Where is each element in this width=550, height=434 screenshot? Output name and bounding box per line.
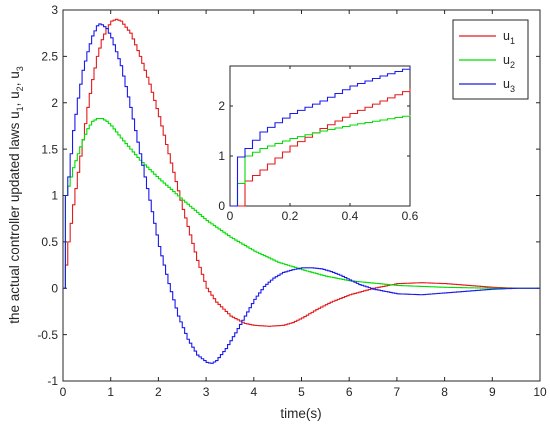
x-tick-label: 4 (250, 385, 257, 399)
inset-plot-frame (229, 65, 411, 207)
y-tick-label: 2 (218, 99, 225, 113)
inset-series-line-3 (230, 67, 411, 207)
x-tick-label: 2 (155, 385, 162, 399)
y-tick-label: 2.5 (41, 50, 58, 64)
x-axis: 0 1 2 3 4 5 6 7 8 9 10 (60, 10, 547, 399)
x-tick-label: 0 (60, 385, 67, 399)
x-tick-label: 5 (298, 385, 305, 399)
x-tick-label: 6 (346, 385, 353, 399)
y-tick-label: 1 (51, 189, 58, 203)
y-axis-label: the actual controller updated laws u1, u… (7, 66, 25, 323)
legend-label-u3: u3 (503, 77, 515, 94)
x-tick-label: 3 (203, 385, 210, 399)
inset-plot-area: 0 0.2 0.4 0.6 0 1 2 (218, 65, 419, 223)
y-tick-label: 0 (218, 199, 225, 213)
x-tick-label: 0.2 (282, 209, 299, 223)
legend-label-u2: u2 (503, 53, 515, 70)
y-tick-label: 0 (51, 281, 58, 295)
inset-x-axis: 0 0.2 0.4 0.6 (227, 66, 419, 223)
x-tick-label: 1 (107, 385, 114, 399)
y-tick-label: -1 (47, 374, 58, 388)
legend-label-u1: u1 (503, 29, 515, 46)
inset-series-line-2 (230, 115, 411, 207)
y-tick-label: 1 (218, 149, 225, 163)
y-tick-label: 2 (51, 96, 58, 110)
x-tick-label: 10 (533, 385, 547, 399)
series-line-u1 (63, 18, 540, 327)
inset-series-line-1 (230, 88, 411, 207)
x-tick-label: 8 (441, 385, 448, 399)
legend: u1 u2 u3 (452, 19, 529, 100)
series-line-u3 (63, 23, 540, 364)
x-tick-label: 9 (489, 385, 496, 399)
y-tick-label: 3 (51, 3, 58, 17)
x-tick-label: 0.6 (402, 209, 419, 223)
y-tick-label: 0.5 (41, 235, 58, 249)
x-tick-label: 7 (394, 385, 401, 399)
series-group (63, 18, 540, 364)
y-axis: -1 -0.5 0 0.5 1 1.5 2 2.5 3 (37, 3, 540, 388)
x-axis-label: time(s) (280, 406, 321, 421)
inset-series-group (230, 67, 411, 207)
y-tick-label: -0.5 (37, 328, 58, 342)
y-tick-label: 1.5 (41, 142, 58, 156)
x-tick-label: 0.4 (342, 209, 359, 223)
x-tick-label: 0 (227, 209, 234, 223)
